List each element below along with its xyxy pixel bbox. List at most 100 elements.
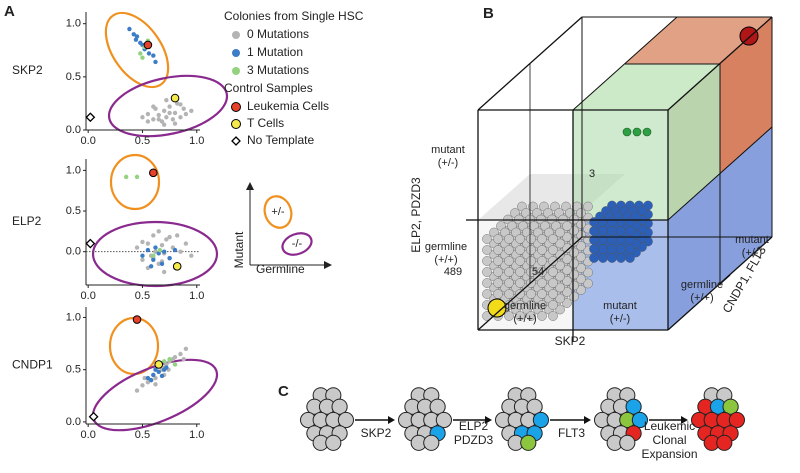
marker <box>156 117 161 122</box>
sphere <box>576 263 586 273</box>
marker <box>140 115 145 120</box>
marker <box>151 257 156 262</box>
marker <box>153 249 158 254</box>
sphere <box>537 256 547 266</box>
arrowhead <box>584 416 591 424</box>
legend-label: 3 Mutations <box>247 63 309 77</box>
sphere <box>504 234 514 244</box>
y-axis-label: SKP2 <box>12 63 43 77</box>
marker <box>140 253 145 258</box>
y-axis-label: CNDP1 <box>12 358 53 372</box>
sphere <box>589 244 599 254</box>
sphere <box>504 267 514 277</box>
sphere <box>504 289 514 299</box>
sphere <box>598 226 608 236</box>
region <box>573 110 668 220</box>
panel-label: B <box>483 5 494 22</box>
marker <box>151 233 156 238</box>
marker <box>140 55 145 60</box>
sphere <box>555 260 565 271</box>
marker <box>167 357 172 362</box>
sphere <box>504 245 514 255</box>
level-label: germline <box>681 279 723 291</box>
step-label: SKP2 <box>361 426 392 440</box>
sphere <box>537 311 547 321</box>
marker <box>140 383 145 388</box>
marker <box>164 365 169 370</box>
sphere <box>555 249 565 260</box>
marker <box>156 112 161 118</box>
gate <box>104 11 170 89</box>
region <box>720 17 772 174</box>
cell <box>337 411 354 429</box>
sphere <box>562 287 572 297</box>
sphere <box>562 276 572 286</box>
marker <box>178 115 183 120</box>
marker <box>148 377 154 383</box>
cell <box>325 434 342 451</box>
marker <box>88 411 99 422</box>
sphere <box>562 265 572 275</box>
marker <box>161 359 167 364</box>
cell <box>331 398 348 415</box>
marker <box>123 174 129 180</box>
marker <box>151 104 156 109</box>
sphere <box>632 127 642 137</box>
marker <box>164 362 169 367</box>
cell <box>728 411 746 429</box>
marker <box>181 357 186 362</box>
sphere <box>555 227 565 238</box>
sphere <box>625 253 635 263</box>
x-tick-label: 1.0 <box>189 135 204 147</box>
sphere <box>548 311 558 321</box>
sphere <box>625 217 635 227</box>
sphere <box>493 234 503 244</box>
legend-label: T Cells <box>247 116 284 130</box>
marker <box>189 108 194 114</box>
legend-marker <box>231 119 241 129</box>
marker <box>151 253 156 258</box>
sphere <box>493 278 503 288</box>
cell <box>435 411 452 429</box>
sphere <box>643 200 653 211</box>
gate <box>109 153 161 211</box>
sphere <box>607 217 617 227</box>
marker <box>178 249 183 254</box>
marker <box>170 93 180 103</box>
level-label: mutant <box>735 234 769 246</box>
sphere <box>515 300 525 310</box>
marker <box>140 239 145 245</box>
marker <box>178 351 183 357</box>
region <box>668 64 720 220</box>
sphere <box>515 234 525 244</box>
marker <box>164 115 169 120</box>
sphere <box>548 278 558 288</box>
y-tick-label: 0.0 <box>66 124 81 136</box>
y-axis-label: ELP2 <box>12 214 42 228</box>
level-label: mutant <box>603 300 637 312</box>
marker <box>167 234 172 240</box>
gate <box>91 220 219 288</box>
sphere <box>515 289 525 299</box>
marker <box>145 380 151 385</box>
marker <box>145 247 151 253</box>
step-label: Expansion <box>641 447 697 461</box>
marker <box>153 382 158 387</box>
sphere <box>526 311 536 321</box>
cell <box>631 411 649 429</box>
marker <box>183 111 189 117</box>
sphere <box>569 236 579 247</box>
sphere <box>548 245 558 255</box>
step-label: FLT3 <box>558 426 585 440</box>
marker <box>181 106 186 111</box>
arrowhead <box>485 416 492 424</box>
marker <box>178 102 183 107</box>
sphere <box>482 311 492 321</box>
sphere <box>625 226 635 236</box>
sphere <box>537 278 547 288</box>
sphere <box>637 206 647 216</box>
x-tick-label: 1.0 <box>189 290 204 302</box>
marker <box>156 261 161 267</box>
marker <box>159 119 165 124</box>
level-label: (+/+) <box>690 292 713 304</box>
